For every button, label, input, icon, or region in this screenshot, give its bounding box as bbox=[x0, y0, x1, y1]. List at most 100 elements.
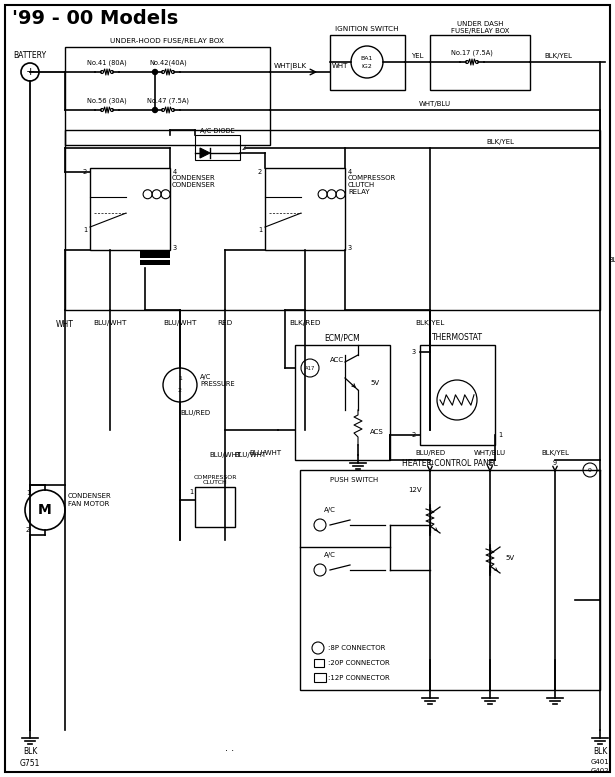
Text: CONDENSER
FAN MOTOR: CONDENSER FAN MOTOR bbox=[68, 493, 112, 507]
Text: WHT: WHT bbox=[332, 63, 348, 69]
Text: BLK/YEL: BLK/YEL bbox=[544, 53, 572, 59]
Text: ECM/PCM: ECM/PCM bbox=[324, 333, 360, 343]
Text: BLU/WHT: BLU/WHT bbox=[249, 450, 281, 456]
Text: 11: 11 bbox=[426, 460, 434, 466]
Bar bbox=[140, 250, 170, 258]
Text: A/C DIODE: A/C DIODE bbox=[200, 128, 234, 134]
Text: No.17 (7.5A): No.17 (7.5A) bbox=[451, 50, 493, 56]
Bar bbox=[420, 345, 495, 445]
Text: 1: 1 bbox=[498, 432, 502, 438]
Text: :20P CONNECTOR: :20P CONNECTOR bbox=[328, 660, 390, 666]
Bar bbox=[140, 260, 170, 265]
Bar bbox=[330, 35, 405, 90]
Text: BLU/WHT: BLU/WHT bbox=[234, 452, 266, 458]
Text: PUSH SWITCH: PUSH SWITCH bbox=[330, 477, 378, 483]
Text: 4: 4 bbox=[173, 169, 177, 175]
Text: A/C: A/C bbox=[324, 507, 336, 513]
Text: 1: 1 bbox=[26, 490, 30, 496]
Text: 1: 1 bbox=[83, 227, 87, 233]
Text: BLK/YEL: BLK/YEL bbox=[541, 450, 569, 456]
Text: BLU/WHT: BLU/WHT bbox=[93, 320, 127, 326]
Text: THERMOSTAT: THERMOSTAT bbox=[432, 333, 483, 343]
Text: COMPRESSOR
CLUTCH
RELAY: COMPRESSOR CLUTCH RELAY bbox=[348, 175, 396, 195]
Text: BLU/WHT: BLU/WHT bbox=[209, 452, 241, 458]
Circle shape bbox=[153, 107, 157, 113]
Text: ACS: ACS bbox=[370, 429, 384, 435]
Text: 2: 2 bbox=[178, 388, 182, 393]
Bar bbox=[314, 659, 324, 667]
Text: 12V: 12V bbox=[408, 487, 422, 493]
Text: BLK/YEL: BLK/YEL bbox=[486, 139, 514, 145]
Text: 10: 10 bbox=[486, 460, 494, 466]
Text: IGNITION SWITCH: IGNITION SWITCH bbox=[335, 26, 399, 32]
Bar bbox=[314, 673, 326, 682]
Text: UNDER-HOOD FUSE/RELAY BOX: UNDER-HOOD FUSE/RELAY BOX bbox=[110, 38, 224, 44]
Text: M: M bbox=[38, 503, 52, 517]
Text: 2: 2 bbox=[83, 169, 87, 175]
Text: WHT|BLK: WHT|BLK bbox=[274, 62, 306, 69]
Bar bbox=[430, 35, 530, 90]
Text: . .: . . bbox=[226, 743, 234, 753]
Text: +: + bbox=[25, 67, 34, 77]
Text: G401: G401 bbox=[590, 759, 609, 765]
Text: YEL: YEL bbox=[411, 53, 423, 59]
Text: A17: A17 bbox=[305, 365, 315, 371]
Text: 3: 3 bbox=[412, 349, 416, 355]
Text: No.56 (30A): No.56 (30A) bbox=[87, 98, 127, 104]
Bar bbox=[300, 470, 600, 690]
Text: 9: 9 bbox=[588, 468, 592, 472]
Text: BATTERY: BATTERY bbox=[14, 51, 47, 61]
Text: CONDENSER
CONDENSER: CONDENSER CONDENSER bbox=[172, 175, 216, 188]
Text: COMPRESSOR
CLUTCH: COMPRESSOR CLUTCH bbox=[193, 475, 237, 486]
Text: BLK: BLK bbox=[593, 747, 607, 757]
Text: 1: 1 bbox=[189, 489, 193, 495]
Text: 3: 3 bbox=[173, 245, 177, 251]
Text: BLK: BLK bbox=[23, 747, 37, 757]
Text: BLK/YEL: BLK/YEL bbox=[608, 257, 615, 263]
Text: BLK/RED: BLK/RED bbox=[289, 320, 321, 326]
Polygon shape bbox=[200, 148, 210, 158]
Text: 2: 2 bbox=[242, 145, 246, 151]
Text: '99 - 00 Models: '99 - 00 Models bbox=[12, 9, 178, 29]
Text: BLU/RED: BLU/RED bbox=[180, 410, 210, 416]
Text: 2: 2 bbox=[412, 432, 416, 438]
Text: WHT/BLU: WHT/BLU bbox=[419, 101, 451, 107]
Bar bbox=[295, 345, 390, 460]
Text: 3: 3 bbox=[348, 245, 352, 251]
Text: 4: 4 bbox=[348, 169, 352, 175]
Bar bbox=[195, 135, 240, 160]
Text: BLU/WHT: BLU/WHT bbox=[164, 320, 197, 326]
Text: BLK/YEL: BLK/YEL bbox=[415, 320, 445, 326]
Text: No.41 (80A): No.41 (80A) bbox=[87, 60, 127, 66]
Bar bbox=[265, 168, 345, 250]
Text: 1: 1 bbox=[178, 377, 182, 382]
Text: WHT: WHT bbox=[56, 320, 74, 329]
Bar bbox=[195, 487, 235, 527]
Text: A/C
PRESSURE: A/C PRESSURE bbox=[200, 374, 235, 386]
Bar bbox=[65, 47, 270, 145]
Text: No.47 (7.5A): No.47 (7.5A) bbox=[147, 98, 189, 104]
Text: RED: RED bbox=[217, 320, 232, 326]
Text: BLU/RED: BLU/RED bbox=[415, 450, 445, 456]
Text: 5V: 5V bbox=[370, 380, 379, 386]
Text: IG2: IG2 bbox=[362, 64, 372, 69]
Text: WHT/BLU: WHT/BLU bbox=[474, 450, 506, 456]
Text: A/C: A/C bbox=[324, 552, 336, 558]
Text: 1: 1 bbox=[258, 227, 262, 233]
Text: 9: 9 bbox=[553, 460, 557, 466]
Text: ACC: ACC bbox=[330, 357, 344, 363]
Circle shape bbox=[153, 69, 157, 75]
Text: No.42(40A): No.42(40A) bbox=[149, 60, 187, 66]
Bar bbox=[90, 168, 170, 250]
Text: BA1: BA1 bbox=[361, 55, 373, 61]
Text: HEATER CONTROL PANEL: HEATER CONTROL PANEL bbox=[402, 459, 498, 469]
Text: :12P CONNECTOR: :12P CONNECTOR bbox=[328, 675, 390, 681]
Text: G751: G751 bbox=[20, 758, 40, 768]
Text: 2: 2 bbox=[26, 527, 30, 533]
Text: G402: G402 bbox=[590, 768, 609, 774]
Text: 2: 2 bbox=[258, 169, 262, 175]
Text: :8P CONNECTOR: :8P CONNECTOR bbox=[328, 645, 386, 651]
Text: UNDER DASH
FUSE/RELAY BOX: UNDER DASH FUSE/RELAY BOX bbox=[451, 20, 509, 33]
Text: 5V: 5V bbox=[505, 555, 514, 561]
Bar bbox=[65, 130, 600, 310]
